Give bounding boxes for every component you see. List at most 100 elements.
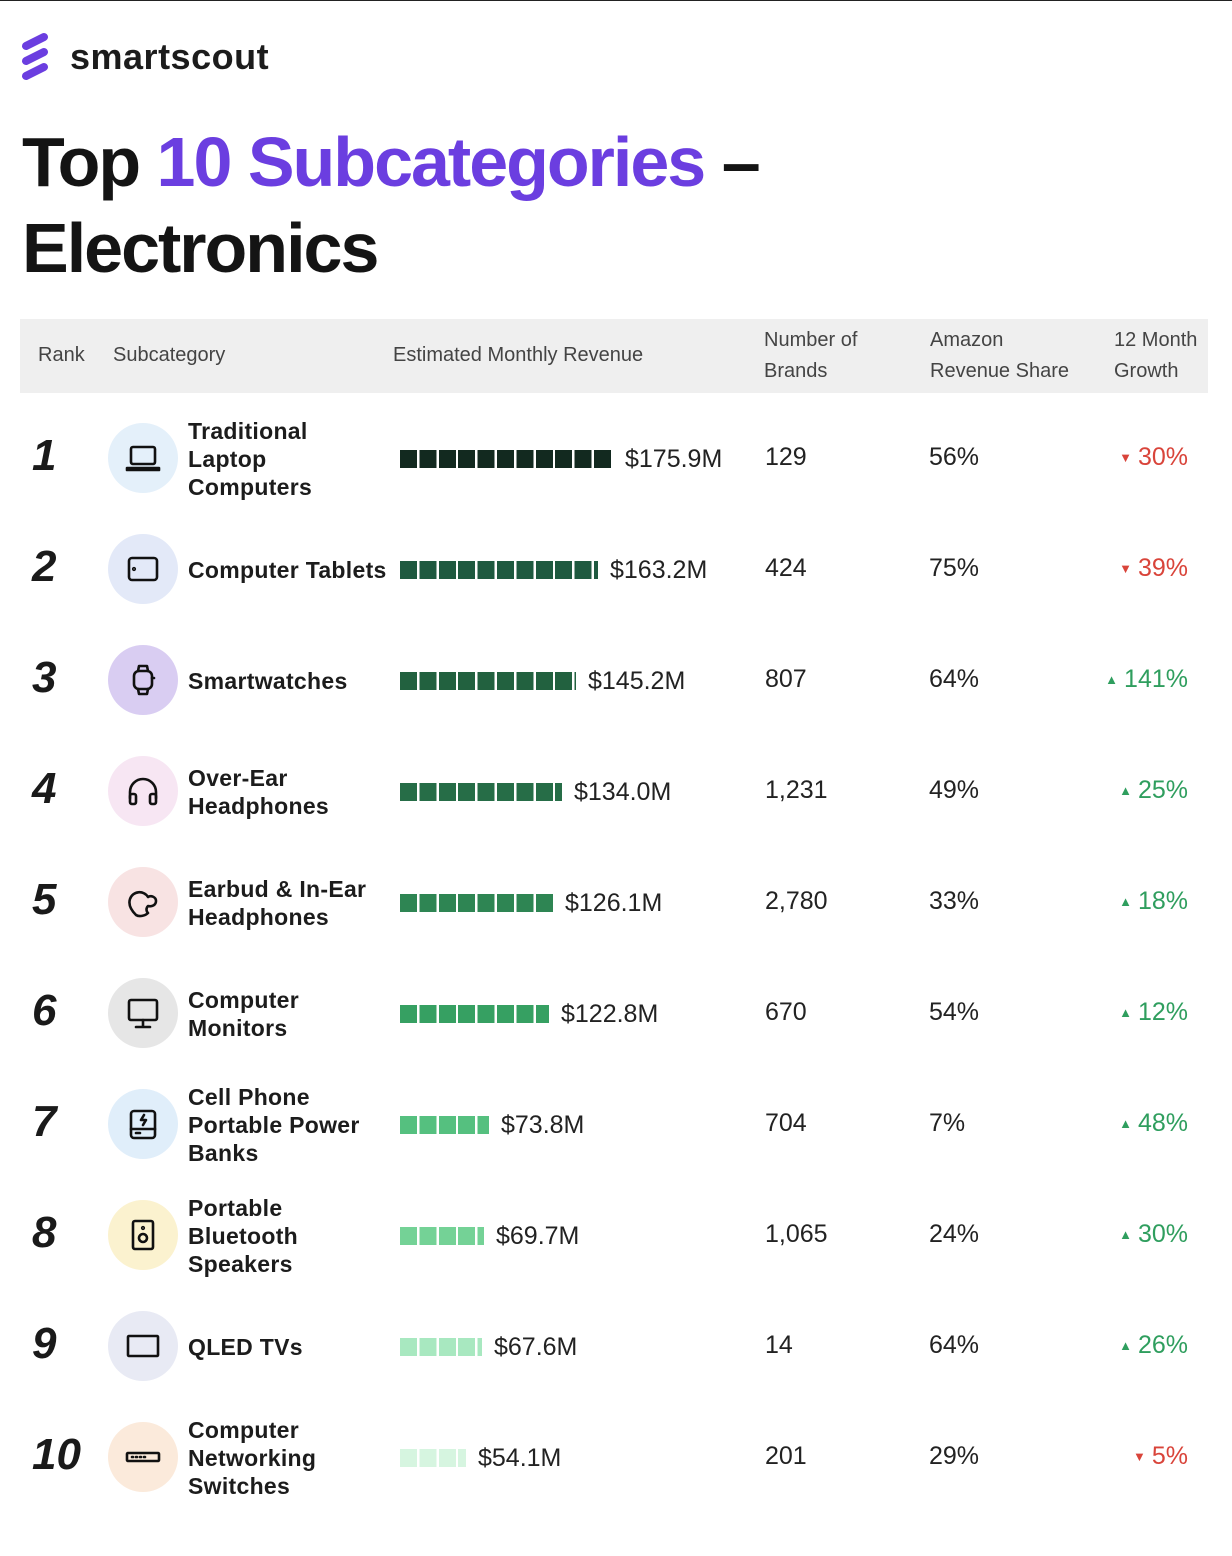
triangle-down-icon: ▼ [1119, 561, 1132, 576]
revenue-share: 24% [929, 1220, 980, 1248]
rank: 4 [32, 764, 57, 813]
growth-cell: ▲ 12% [1119, 998, 1188, 1027]
revenue-share: 29% [929, 1442, 980, 1470]
revenue-label: $163.2M [610, 555, 708, 584]
network-switch-icon [108, 1422, 178, 1492]
growth-value: 5% [1151, 1442, 1188, 1470]
revenue-bar [400, 894, 553, 912]
table-row: 5 Earbud & In-Ear Headphones $126.1M 2,7… [20, 847, 1208, 958]
subcategory-name: Smartwatches [188, 625, 388, 736]
growth-value: 141% [1124, 665, 1188, 693]
subcategory-label: Computer Tablets [188, 556, 387, 583]
table-row: 6 Computer Monitors $122.8M 670 54% ▲ 12… [20, 958, 1208, 1069]
rank: 2 [32, 542, 57, 591]
subcategory-label: QLED TVs [188, 1333, 303, 1360]
growth-value: 39% [1137, 554, 1188, 582]
triangle-up-icon: ▲ [1119, 1116, 1132, 1131]
brand-count: 2,780 [765, 887, 828, 915]
smartscout-logo-icon [22, 33, 48, 80]
growth-cell: ▲ 141% [1105, 665, 1188, 694]
table-row: 1 Traditional Laptop Computers $175.9M 1… [20, 403, 1208, 514]
revenue-label: $54.1M [478, 1443, 562, 1472]
growth-value: 26% [1137, 1331, 1188, 1359]
growth-value: 18% [1137, 887, 1188, 915]
brand-count: 704 [765, 1109, 807, 1137]
brand-count: 670 [765, 998, 807, 1026]
brand-logo: smartscout [20, 31, 269, 83]
power-bank-icon [108, 1089, 178, 1159]
title-prefix: Top [22, 123, 141, 201]
subcategory-label: Traditional Laptop Computers [188, 417, 313, 500]
growth-value: 48% [1137, 1109, 1188, 1137]
header-share-2: Revenue Share [930, 360, 1069, 382]
revenue-bar [400, 450, 613, 468]
tablet-icon [108, 534, 178, 604]
revenue-share: 54% [929, 998, 980, 1026]
subcategory-name: Portable Bluetooth Speakers [188, 1180, 388, 1291]
growth-cell: ▲ 25% [1119, 776, 1188, 805]
revenue-share: 75% [929, 554, 980, 582]
table-row: 8 Portable Bluetooth Speakers $69.7M 1,0… [20, 1180, 1208, 1291]
revenue-cell: $175.9M [400, 445, 722, 473]
brand-count: 807 [765, 665, 807, 693]
rank: 5 [32, 875, 57, 924]
triangle-up-icon: ▲ [1119, 1005, 1132, 1020]
revenue-bar [400, 1116, 489, 1134]
revenue-label: $69.7M [496, 1221, 580, 1250]
table-row: 10 Computer Networking Switches $54.1M 2… [20, 1402, 1208, 1513]
brand-count: 201 [765, 1442, 807, 1470]
revenue-bar [400, 672, 576, 690]
growth-value: 30% [1137, 443, 1188, 471]
revenue-share: 64% [929, 1331, 980, 1359]
brand-count: 1,231 [765, 776, 828, 804]
growth-cell: ▲ 48% [1119, 1109, 1188, 1138]
revenue-cell: $67.6M [400, 1333, 577, 1361]
revenue-bar [400, 1227, 484, 1245]
subcategory-label: Earbud & In-Ear Headphones [188, 875, 367, 930]
title-category: Electronics [22, 209, 379, 287]
revenue-label: $175.9M [625, 444, 723, 473]
title-dash: – [721, 123, 761, 201]
brand-count: 129 [765, 443, 807, 471]
brand-count: 424 [765, 554, 807, 582]
triangle-up-icon: ▲ [1105, 672, 1119, 687]
triangle-up-icon: ▲ [1119, 894, 1132, 909]
revenue-share: 33% [929, 887, 980, 915]
smartwatch-icon [108, 645, 178, 715]
title-accent: 10 Subcategories [156, 123, 707, 201]
table-row: 9 QLED TVs $67.6M 14 64% ▲ 26% [20, 1291, 1208, 1402]
brand-count: 14 [765, 1331, 793, 1359]
table-row: 4 Over-Ear Headphones $134.0M 1,231 49% … [20, 736, 1208, 847]
subcategory-name: Computer Monitors [188, 958, 388, 1069]
tv-icon [108, 1311, 178, 1381]
header-growth-2: Growth [1114, 360, 1179, 382]
growth-value: 12% [1137, 998, 1188, 1026]
growth-cell: ▼ 39% [1119, 554, 1188, 583]
revenue-bar [400, 561, 598, 579]
header-rank: Rank [38, 344, 85, 366]
subcategory-name: Traditional Laptop Computers [188, 403, 388, 514]
revenue-label: $73.8M [501, 1110, 585, 1139]
rank: 9 [32, 1319, 57, 1368]
triangle-up-icon: ▲ [1119, 1338, 1132, 1353]
header-brands-2: Brands [764, 360, 828, 382]
rank: 8 [32, 1208, 57, 1257]
triangle-down-icon: ▼ [1132, 1449, 1146, 1464]
rank: 1 [32, 431, 57, 480]
headphones-icon [108, 756, 178, 826]
subcategory-name: Computer Networking Switches [188, 1402, 388, 1513]
revenue-cell: $73.8M [400, 1111, 584, 1139]
header-subcategory: Subcategory [113, 344, 226, 366]
table-row: 7 Cell Phone Portable Power Banks $73.8M… [20, 1069, 1208, 1180]
subcategory-label: Computer Monitors [188, 986, 300, 1041]
growth-cell: ▲ 30% [1119, 1220, 1188, 1249]
revenue-share: 56% [929, 443, 980, 471]
revenue-label: $145.2M [588, 666, 686, 695]
revenue-cell: $145.2M [400, 667, 685, 695]
triangle-down-icon: ▼ [1119, 450, 1132, 465]
revenue-label: $126.1M [565, 888, 663, 917]
subcategory-name: Computer Tablets [188, 514, 388, 625]
growth-cell: ▲ 18% [1119, 887, 1188, 916]
brand-name: smartscout [70, 36, 270, 77]
laptop-icon [108, 423, 178, 493]
